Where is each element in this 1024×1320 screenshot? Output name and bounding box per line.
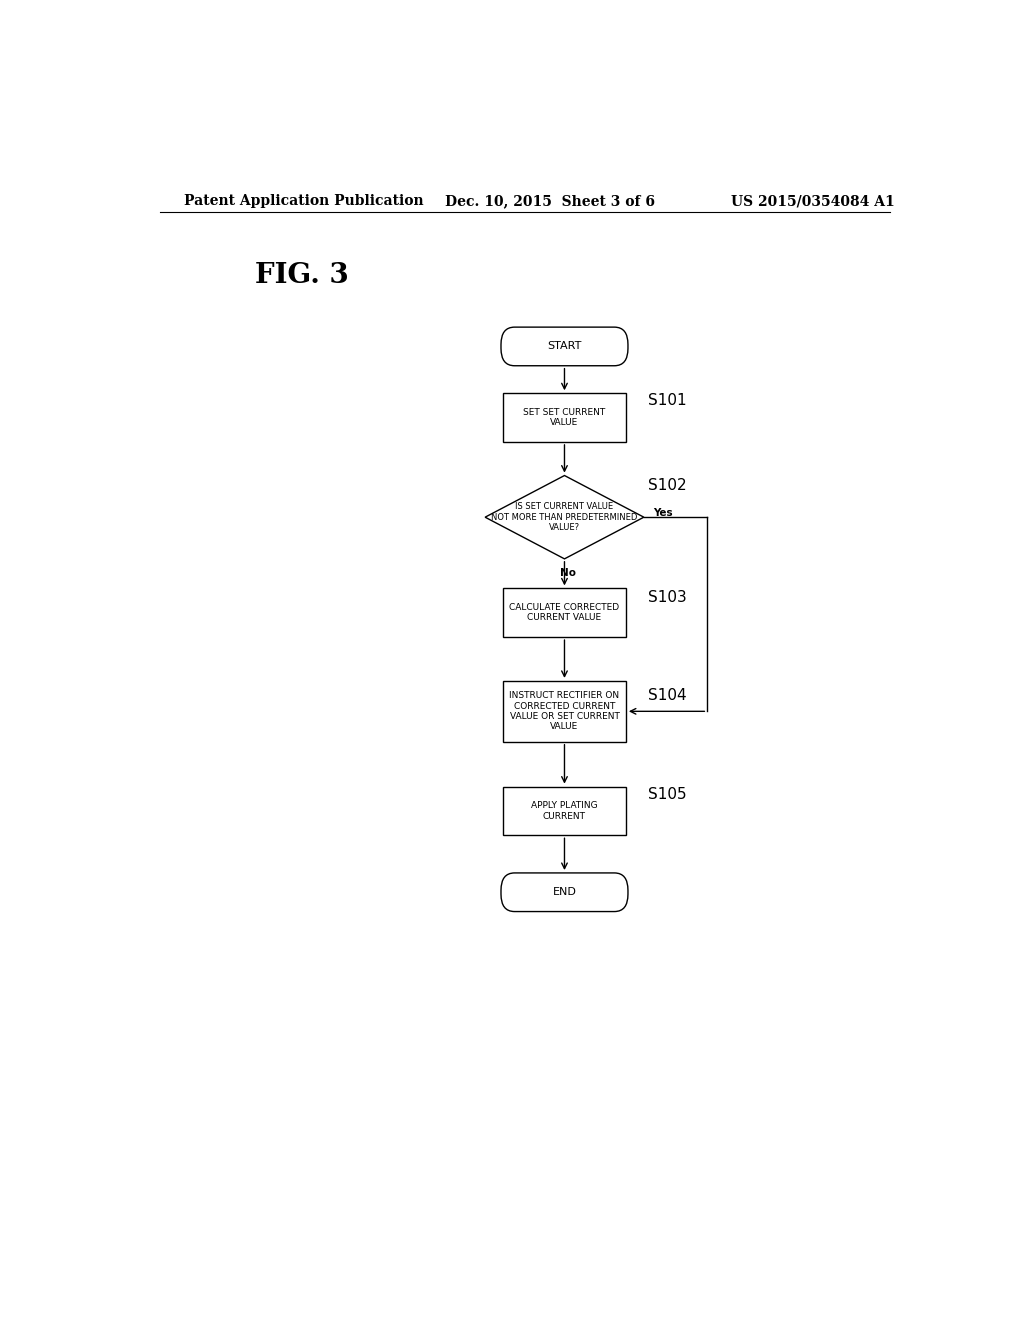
Text: FIG. 3: FIG. 3: [255, 261, 349, 289]
Text: INSTRUCT RECTIFIER ON
CORRECTED CURRENT
VALUE OR SET CURRENT
VALUE: INSTRUCT RECTIFIER ON CORRECTED CURRENT …: [509, 692, 620, 731]
Text: S102: S102: [648, 478, 686, 494]
Text: S105: S105: [648, 787, 686, 803]
FancyBboxPatch shape: [503, 393, 626, 442]
FancyBboxPatch shape: [503, 589, 626, 638]
Polygon shape: [485, 475, 644, 558]
FancyBboxPatch shape: [501, 327, 628, 366]
Text: START: START: [547, 342, 582, 351]
Text: APPLY PLATING
CURRENT: APPLY PLATING CURRENT: [531, 801, 598, 821]
Text: S101: S101: [648, 393, 686, 408]
Text: Dec. 10, 2015  Sheet 3 of 6: Dec. 10, 2015 Sheet 3 of 6: [445, 194, 655, 209]
Text: IS SET CURRENT VALUE
NOT MORE THAN PREDETERMINED
VALUE?: IS SET CURRENT VALUE NOT MORE THAN PREDE…: [492, 503, 638, 532]
Text: US 2015/0354084 A1: US 2015/0354084 A1: [731, 194, 895, 209]
Text: END: END: [553, 887, 577, 898]
Text: Patent Application Publication: Patent Application Publication: [183, 194, 423, 209]
Text: CALCULATE CORRECTED
CURRENT VALUE: CALCULATE CORRECTED CURRENT VALUE: [509, 603, 620, 623]
FancyBboxPatch shape: [503, 787, 626, 836]
FancyBboxPatch shape: [501, 873, 628, 912]
Text: SET SET CURRENT
VALUE: SET SET CURRENT VALUE: [523, 408, 605, 428]
Text: No: No: [560, 568, 577, 578]
Text: S104: S104: [648, 688, 686, 702]
Text: Yes: Yes: [653, 508, 673, 519]
FancyBboxPatch shape: [503, 681, 626, 742]
Text: S103: S103: [648, 590, 686, 605]
